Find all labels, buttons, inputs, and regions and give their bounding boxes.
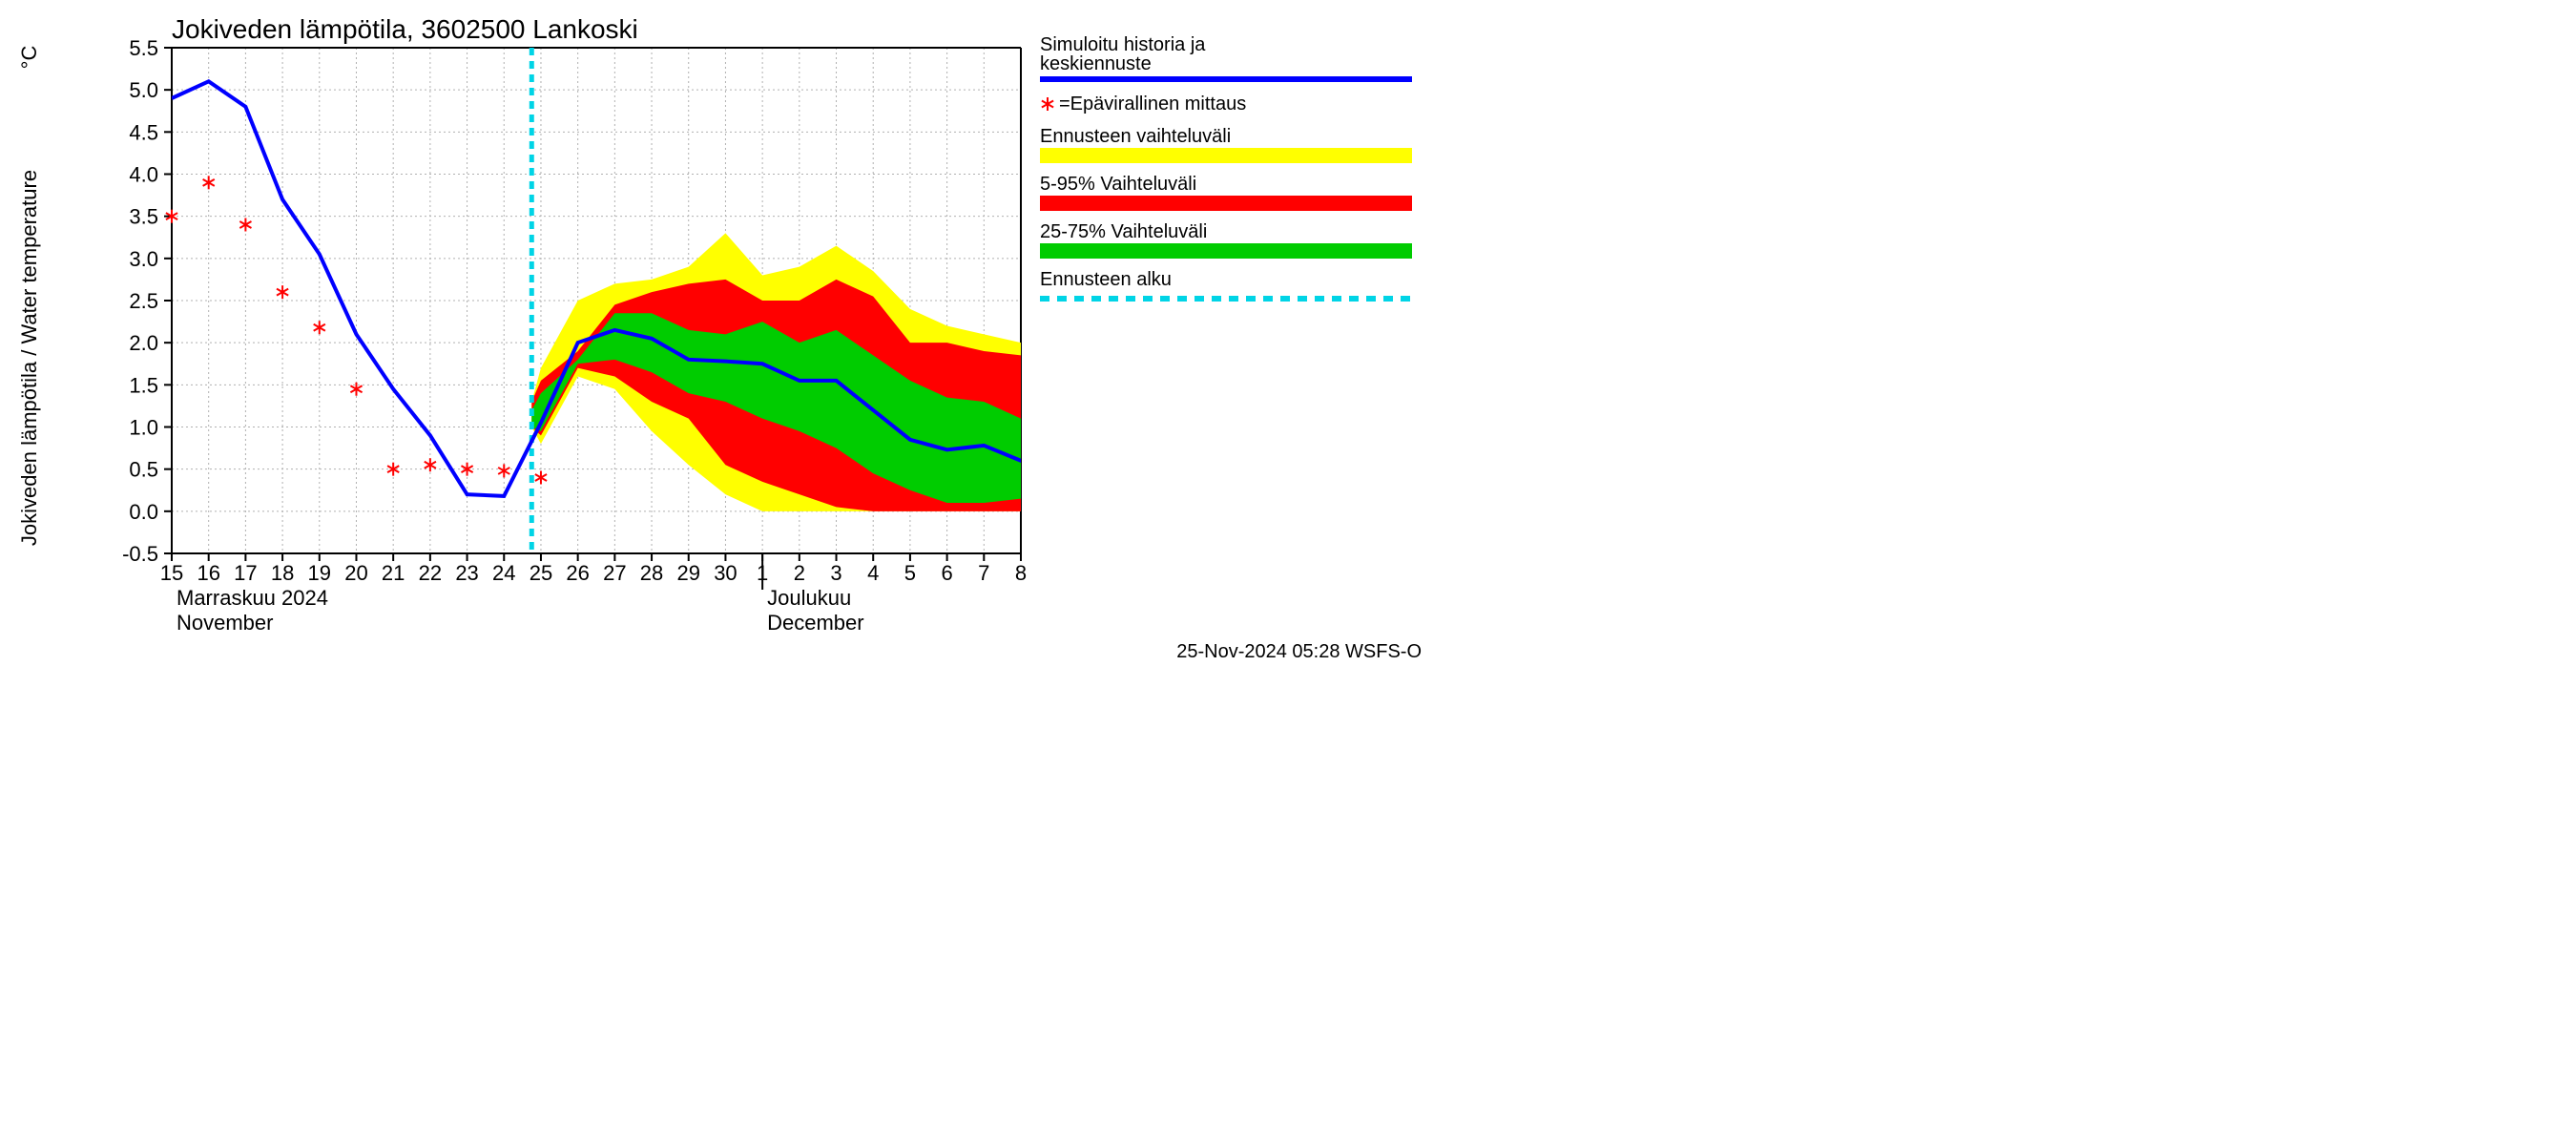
x-tick-label: 5 bbox=[904, 561, 916, 585]
x-tick-label: 15 bbox=[160, 561, 183, 585]
y-tick-label: 5.5 bbox=[129, 36, 158, 60]
y-tick-label: 1.5 bbox=[129, 373, 158, 397]
chart-title: Jokiveden lämpötila, 3602500 Lankoski bbox=[172, 14, 638, 44]
month1-label-fi: Marraskuu 2024 bbox=[177, 586, 328, 610]
footer-timestamp: 25-Nov-2024 05:28 WSFS-O bbox=[1176, 641, 1422, 663]
legend-label-rng: Ennusteen vaihteluväli bbox=[1040, 126, 1231, 147]
x-tick-label: 24 bbox=[492, 561, 515, 585]
x-tick-label: 30 bbox=[714, 561, 737, 585]
y-tick-label: 2.0 bbox=[129, 331, 158, 355]
x-tick-label: 17 bbox=[234, 561, 257, 585]
month1-label-en: November bbox=[177, 611, 273, 635]
month2-label-en: December bbox=[767, 611, 863, 635]
y-tick-label: -0.5 bbox=[122, 542, 158, 566]
legend-label-sim: Simuloitu historia ja bbox=[1040, 34, 1206, 55]
y-tick-label: 1.0 bbox=[129, 416, 158, 440]
x-tick-label: 28 bbox=[640, 561, 663, 585]
svg-text:keskiennuste: keskiennuste bbox=[1040, 53, 1152, 74]
x-tick-label: 21 bbox=[382, 561, 405, 585]
legend-label-r2575: 25-75% Vaihteluväli bbox=[1040, 221, 1207, 242]
x-tick-label: 26 bbox=[566, 561, 589, 585]
y-tick-label: 4.5 bbox=[129, 120, 158, 144]
y-tick-label: 3.5 bbox=[129, 205, 158, 229]
legend-label-obs: =Epävirallinen mittaus bbox=[1059, 94, 1246, 114]
x-tick-label: 2 bbox=[794, 561, 805, 585]
y-tick-label: 3.0 bbox=[129, 247, 158, 271]
y-tick-label: 0.0 bbox=[129, 500, 158, 524]
x-tick-label: 20 bbox=[344, 561, 367, 585]
y-tick-label: 4.0 bbox=[129, 163, 158, 187]
x-tick-label: 25 bbox=[530, 561, 552, 585]
x-tick-label: 8 bbox=[1015, 561, 1027, 585]
chart-container: -0.5 0.0 0.5 1.0 1.5 2.0 2.5 3.0 3.5 4.0 4.5 5.0 5.5… bbox=[0, 0, 1431, 668]
forecast-chart: -0.5 0.0 0.5 1.0 1.5 2.0 2.5 3.0 3.5 4.0 4.5 5.0 5.5… bbox=[0, 0, 1431, 668]
x-tick-label: 22 bbox=[419, 561, 442, 585]
x-tick-label: 18 bbox=[271, 561, 294, 585]
x-tick-label: 7 bbox=[978, 561, 989, 585]
x-tick-label: 19 bbox=[308, 561, 331, 585]
y-axis-unit: °C bbox=[17, 46, 41, 70]
x-tick-label: 4 bbox=[867, 561, 879, 585]
x-tick-label: 27 bbox=[603, 561, 626, 585]
y-tick-label: 5.0 bbox=[129, 78, 158, 102]
y-tick-label: 0.5 bbox=[129, 458, 158, 482]
legend-label-r595: 5-95% Vaihteluväli bbox=[1040, 174, 1196, 195]
x-tick-label: 6 bbox=[941, 561, 952, 585]
legend-label-fstart: Ennusteen alku bbox=[1040, 269, 1172, 290]
y-tick-label: 2.5 bbox=[129, 289, 158, 313]
x-tick-label: 29 bbox=[676, 561, 699, 585]
x-tick-label: 23 bbox=[455, 561, 478, 585]
x-tick-label: 3 bbox=[830, 561, 841, 585]
month2-label-fi: Joulukuu bbox=[767, 586, 851, 610]
x-tick-label: 16 bbox=[197, 561, 219, 585]
y-axis-label: Jokiveden lämpötila / Water temperature bbox=[17, 170, 41, 546]
